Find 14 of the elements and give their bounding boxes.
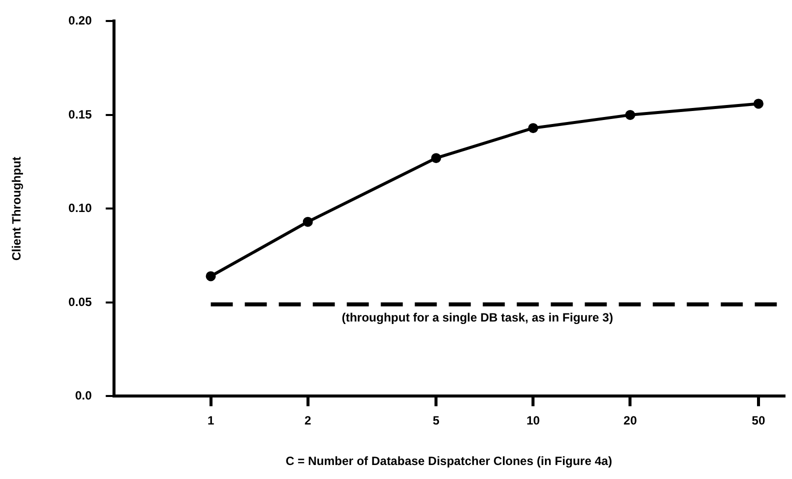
- x-axis-title: C = Number of Database Dispatcher Clones (in Figure 4a): [286, 454, 612, 468]
- ref-line-label: (throughput for a single DB task, as in Figure 3): [342, 310, 614, 325]
- y-tick-label: 0.05: [68, 294, 92, 309]
- y-tick-label: 0.20: [68, 14, 92, 28]
- y-tick-label: 0.15: [68, 107, 92, 122]
- x-tick-label: 10: [526, 414, 540, 428]
- y-axis-title: Client Throughput: [10, 156, 24, 261]
- x-tick-label: 2: [304, 414, 312, 428]
- x-tick-label: 1: [207, 414, 214, 428]
- x-tick-label: 20: [624, 414, 638, 428]
- x-tick-label: 5: [432, 414, 440, 428]
- x-tick-label: 50: [752, 414, 766, 428]
- y-tick-label: 0.0: [75, 388, 92, 403]
- y-tick-label: 0.10: [68, 201, 92, 216]
